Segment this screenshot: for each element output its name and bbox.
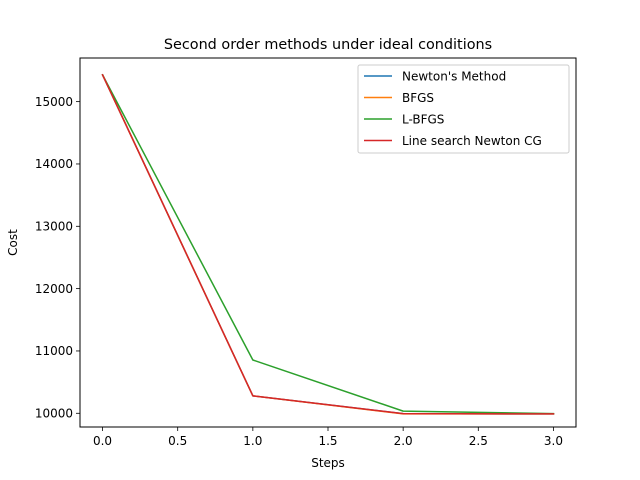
y-tick-label: 15000: [35, 95, 73, 109]
x-axis-ticks: 0.0 0.5 1.0 1.5 2.0 2.5 3.0: [93, 427, 563, 448]
legend-label-l-bfgs: L-BFGS: [402, 112, 444, 126]
legend-label-newton-s-method: Newton's Method: [402, 69, 506, 83]
y-axis-label: Cost: [6, 229, 20, 256]
x-tick-label: 0.0: [93, 434, 112, 448]
y-tick-label: 10000: [35, 406, 73, 420]
series-line-l-bfgs: [101, 73, 555, 415]
x-tick-label: 2.5: [469, 434, 488, 448]
legend-box: [357, 64, 570, 154]
plot-frame: [79, 57, 577, 428]
x-tick-label: 1.0: [243, 434, 262, 448]
y-axis-ticks: 10000 11000 12000 13000 14000 15000: [35, 95, 80, 420]
y-tick-label: 14000: [35, 157, 73, 171]
chart-title: Second order methods under ideal conditi…: [164, 37, 492, 53]
y-tick-label: 13000: [35, 219, 73, 233]
x-tick-label: 1.5: [318, 434, 337, 448]
y-tick-label: 12000: [35, 282, 73, 296]
legend-label-line-search-newton-cg: Line search Newton CG: [402, 134, 542, 148]
plot-lines: [101, 73, 555, 415]
x-tick-label: 3.0: [544, 434, 563, 448]
legend-label-bfgs: BFGS: [402, 91, 434, 105]
x-tick-label: 0.5: [168, 434, 187, 448]
series-line-line-search-newton-cg: [101, 73, 555, 415]
y-tick-label: 11000: [35, 344, 73, 358]
x-tick-label: 2.0: [394, 434, 413, 448]
legend: Newton's Method BFGS L-BFGS Line search New…: [357, 64, 570, 154]
x-axis-label: Steps: [311, 456, 345, 470]
